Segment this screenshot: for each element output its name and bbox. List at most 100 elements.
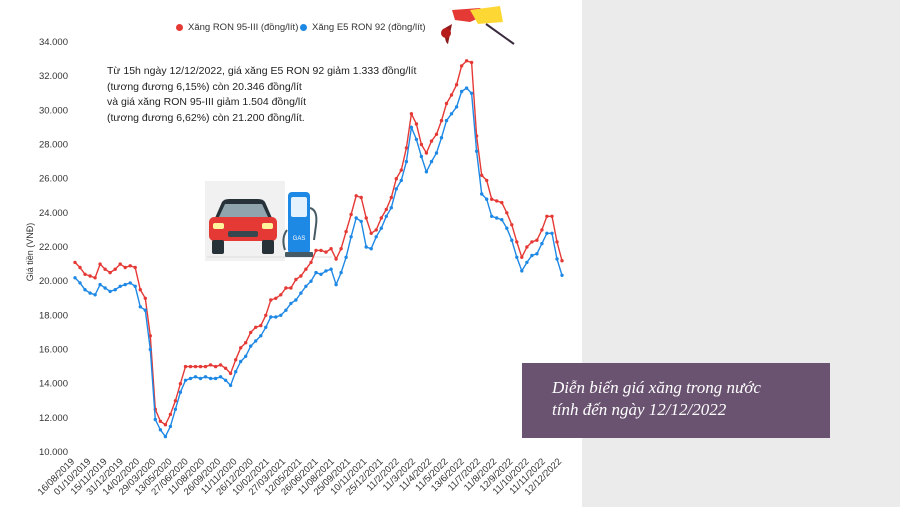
gas-pump-label: GAS: [293, 236, 306, 242]
data-point: [359, 195, 363, 200]
data-point: [203, 364, 208, 369]
data-point: [364, 216, 368, 220]
data-point: [83, 288, 87, 292]
data-point: [344, 255, 348, 259]
data-point: [439, 118, 444, 123]
data-point: [399, 178, 403, 183]
data-point: [228, 383, 233, 388]
data-point: [500, 218, 504, 222]
data-point: [535, 238, 539, 242]
data-point: [530, 253, 534, 258]
data-point: [223, 366, 228, 370]
data-point: [510, 238, 514, 242]
data-point: [118, 284, 122, 288]
line-chart: 10.000 12.000 14.000 16.000 18.000 20.000 22.0…: [25, 6, 564, 498]
data-point: [505, 226, 509, 230]
data-point: [279, 313, 283, 317]
legend-label-ron95: Xăng RON 95-III (đồng/lít): [188, 22, 299, 33]
data-point: [93, 293, 97, 297]
data-point: [409, 125, 414, 130]
data-point: [178, 390, 183, 394]
data-point: [299, 291, 303, 295]
y-tick-label: 18.000: [39, 310, 68, 321]
data-point: [505, 211, 509, 215]
car-windshield: [219, 204, 268, 217]
data-point: [379, 216, 383, 220]
data-point: [319, 272, 323, 276]
data-point: [289, 286, 293, 290]
data-point: [274, 296, 278, 300]
data-point: [128, 264, 132, 268]
data-point: [269, 315, 273, 319]
data-point: [469, 60, 474, 65]
data-point: [163, 434, 168, 439]
data-point: [515, 255, 519, 259]
data-point: [73, 260, 77, 265]
data-point: [83, 272, 87, 276]
car-headlight-right: [262, 223, 273, 229]
car-headlight-left: [213, 223, 224, 229]
data-point: [560, 259, 564, 263]
data-point: [73, 276, 77, 280]
note-line: (tương đương 6,62%) còn 21.200 đồng/lít.: [107, 111, 305, 124]
fuel-nozzle-icon: [441, 6, 515, 45]
gas-hose: [309, 207, 318, 241]
data-point: [464, 59, 469, 63]
data-point: [369, 231, 373, 235]
data-point: [148, 347, 152, 352]
data-point: [545, 231, 549, 235]
data-point: [545, 214, 549, 218]
data-point: [213, 376, 218, 381]
legend-marker-ron95: [176, 23, 183, 31]
data-point: [113, 267, 117, 271]
data-point: [108, 270, 112, 275]
data-point: [173, 399, 178, 403]
data-point: [213, 364, 218, 369]
data-point: [550, 214, 554, 218]
data-point: [394, 177, 398, 181]
data-point: [334, 257, 338, 261]
data-point: [404, 146, 409, 150]
data-point: [419, 154, 424, 159]
data-point: [284, 286, 288, 290]
data-point: [294, 298, 298, 302]
data-point: [138, 305, 142, 309]
data-point: [163, 423, 168, 427]
data-point: [409, 112, 414, 116]
x-axis: 16/08/201901/10/201915/11/201931/12/2019…: [36, 456, 564, 497]
data-point: [349, 212, 353, 217]
note-line: (tương đương 6,15%) còn 20.346 đồng/lít: [107, 80, 302, 93]
data-point: [329, 247, 333, 251]
data-point: [399, 168, 403, 172]
caption-box: Diễn biến giá xăng trong nước tính đến n…: [522, 363, 830, 438]
data-point: [379, 226, 383, 230]
y-tick-label: 22.000: [39, 242, 68, 253]
data-point: [93, 276, 97, 280]
data-point: [495, 199, 499, 203]
data-point: [193, 375, 198, 379]
data-point: [474, 149, 479, 153]
data-point: [234, 370, 238, 374]
data-point: [274, 315, 278, 319]
data-point: [419, 142, 424, 147]
y-tick-label: 12.000: [39, 413, 68, 424]
data-point: [520, 255, 524, 259]
series-line: [74, 87, 563, 438]
series-e5ron92: [73, 86, 564, 439]
data-point: [349, 235, 353, 239]
data-point: [444, 101, 449, 106]
data-point: [183, 364, 188, 369]
data-point: [444, 118, 449, 123]
data-point: [485, 197, 489, 201]
data-point: [389, 206, 393, 210]
data-point: [495, 216, 499, 220]
data-point: [78, 281, 82, 285]
data-point: [414, 122, 419, 126]
data-point: [239, 346, 243, 350]
data-point: [414, 137, 419, 142]
data-point: [123, 282, 127, 287]
data-point: [198, 376, 203, 381]
data-point: [289, 301, 293, 306]
data-point: [359, 219, 363, 224]
data-point: [88, 274, 92, 278]
